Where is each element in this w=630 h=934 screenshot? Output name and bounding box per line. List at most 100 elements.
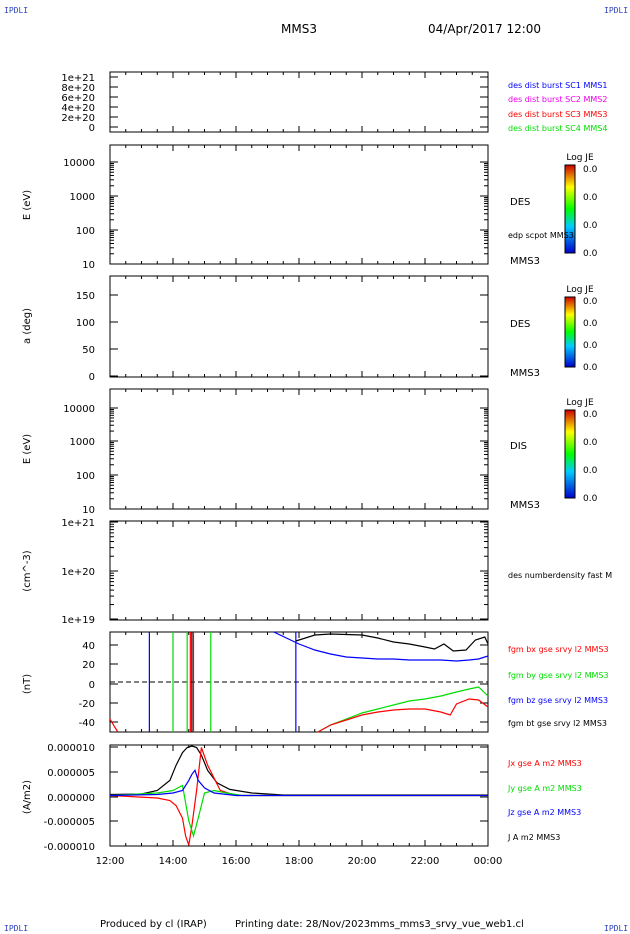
panel-2 bbox=[109, 144, 576, 265]
colorbar-title: Log JE bbox=[566, 398, 594, 408]
panel-6 bbox=[109, 631, 489, 733]
side-label: DES bbox=[510, 197, 530, 208]
y-tick-label: 40 bbox=[82, 641, 95, 652]
series-line-1 bbox=[109, 747, 488, 846]
x-tick-label: 00:00 bbox=[474, 856, 503, 867]
y-axis-label: (A/m2) bbox=[22, 780, 33, 814]
side-label: MMS3 bbox=[510, 500, 540, 511]
panel-1 bbox=[109, 71, 489, 133]
colorbar-tick-label: 0.0 bbox=[583, 438, 598, 448]
y-tick-label: 6e+20 bbox=[61, 93, 95, 104]
legend-label: Jz gse A m2 MMS3 bbox=[507, 808, 581, 817]
legend-label: des numberdensity fast M bbox=[508, 571, 612, 580]
y-tick-label: -20 bbox=[79, 699, 95, 710]
legend-label: fgm bt gse srvy l2 MMS3 bbox=[508, 719, 607, 728]
series-line-2 bbox=[317, 686, 489, 733]
colorbar-title: Log JE bbox=[566, 153, 594, 163]
corner-label-top-left: IPDLI bbox=[4, 6, 29, 15]
series-line-2 bbox=[109, 784, 488, 839]
y-axis-label: E (eV) bbox=[22, 190, 33, 220]
y-tick-label: 4e+20 bbox=[61, 103, 95, 114]
colorbar bbox=[564, 164, 576, 254]
y-tick-label: 50 bbox=[82, 345, 95, 356]
y-axis-label: (cm^-3) bbox=[22, 550, 33, 591]
y-tick-label: 0 bbox=[89, 372, 95, 383]
series-line-4 bbox=[109, 718, 119, 733]
legend-label: fgm bx gse srvy l2 MMS3 bbox=[508, 645, 609, 654]
series-line-1 bbox=[273, 631, 489, 662]
y-tick-label: 1e+19 bbox=[61, 615, 95, 626]
colorbar bbox=[564, 409, 576, 499]
y-axis-label: a (deg) bbox=[22, 308, 33, 344]
side-label: DIS bbox=[510, 441, 527, 452]
colorbar-tick-label: 0.0 bbox=[583, 319, 598, 329]
series-line-0 bbox=[109, 745, 488, 796]
legend-label: J A m2 MMS3 bbox=[507, 833, 560, 842]
panel-frame bbox=[109, 71, 489, 133]
legend-label: Jx gse A m2 MMS3 bbox=[507, 759, 582, 768]
y-tick-label: -40 bbox=[79, 718, 95, 729]
side-label: DES bbox=[510, 319, 530, 330]
y-tick-label: 100 bbox=[76, 226, 95, 237]
corner-label-bottom-left: IPDLI bbox=[4, 924, 29, 933]
panel-3 bbox=[109, 275, 576, 378]
x-tick-label: 22:00 bbox=[411, 856, 440, 867]
panel-frame bbox=[109, 275, 489, 378]
legend-label: fgm bz gse srvy l2 MMS3 bbox=[508, 696, 608, 705]
side-label: edp scpot MMS3 bbox=[508, 231, 574, 240]
panel-frame bbox=[109, 144, 489, 265]
legend-label: des dist burst SC4 MMS4 bbox=[508, 124, 607, 133]
colorbar-tick-label: 0.0 bbox=[583, 165, 598, 175]
colorbar-tick-label: 0.0 bbox=[583, 221, 598, 231]
y-tick-label: 150 bbox=[76, 291, 95, 302]
colorbar-tick-label: 0.0 bbox=[583, 466, 598, 476]
y-tick-label: 10000 bbox=[63, 404, 95, 415]
panel-5 bbox=[109, 520, 489, 621]
legend-label: fgm by gse srvy l2 MMS3 bbox=[508, 671, 609, 680]
y-tick-label: 10 bbox=[82, 505, 95, 516]
panel-frame bbox=[109, 520, 489, 621]
series-line-3 bbox=[317, 698, 489, 733]
colorbar-tick-label: 0.0 bbox=[583, 249, 598, 259]
footer-printing-date: Printing date: 28/Nov/2023 bbox=[235, 919, 371, 930]
colorbar-title: Log JE bbox=[566, 285, 594, 295]
y-tick-label: 10000 bbox=[63, 158, 95, 169]
y-tick-label: 100 bbox=[76, 471, 95, 482]
y-tick-label: 1e+20 bbox=[61, 567, 95, 578]
x-tick-label: 18:00 bbox=[285, 856, 314, 867]
colorbar-tick-label: 0.0 bbox=[583, 341, 598, 351]
series-line-3 bbox=[109, 769, 488, 797]
legend-label: Jy gse A m2 MMS3 bbox=[507, 784, 582, 793]
x-tick-label: 12:00 bbox=[96, 856, 125, 867]
colorbar-tick-label: 0.0 bbox=[583, 193, 598, 203]
y-tick-label: 1000 bbox=[70, 192, 95, 203]
x-tick-label: 16:00 bbox=[222, 856, 251, 867]
panel-4 bbox=[109, 388, 576, 510]
y-tick-label: 1e+21 bbox=[61, 73, 95, 84]
y-tick-label: 1e+21 bbox=[61, 518, 95, 529]
y-tick-label: 8e+20 bbox=[61, 83, 95, 94]
y-tick-label: 1000 bbox=[70, 437, 95, 448]
colorbar-tick-label: 0.0 bbox=[583, 297, 598, 307]
y-tick-label: 100 bbox=[76, 318, 95, 329]
y-tick-label: 0 bbox=[89, 680, 95, 691]
footer-producer: Produced by cl (IRAP) bbox=[100, 919, 207, 930]
side-label: MMS3 bbox=[510, 368, 540, 379]
y-axis-label: E (eV) bbox=[22, 434, 33, 464]
x-tick-label: 20:00 bbox=[348, 856, 377, 867]
y-tick-label: 20 bbox=[82, 660, 95, 671]
panel-frame bbox=[109, 388, 489, 510]
y-tick-label: 0 bbox=[89, 123, 95, 134]
y-tick-label: 0.000005 bbox=[47, 768, 95, 779]
colorbar-tick-label: 0.0 bbox=[583, 410, 598, 420]
panel-7 bbox=[109, 744, 489, 847]
y-tick-label: -0.000010 bbox=[44, 842, 95, 853]
y-tick-label: 2e+20 bbox=[61, 113, 95, 124]
y-tick-label: 0.000010 bbox=[47, 743, 95, 754]
colorbar bbox=[564, 296, 576, 368]
legend-label: des dist burst SC1 MMS1 bbox=[508, 81, 607, 90]
legend-label: des dist burst SC3 MMS3 bbox=[508, 110, 607, 119]
side-label: MMS3 bbox=[510, 256, 540, 267]
plot-datetime: 04/Apr/2017 12:00 bbox=[428, 22, 542, 36]
